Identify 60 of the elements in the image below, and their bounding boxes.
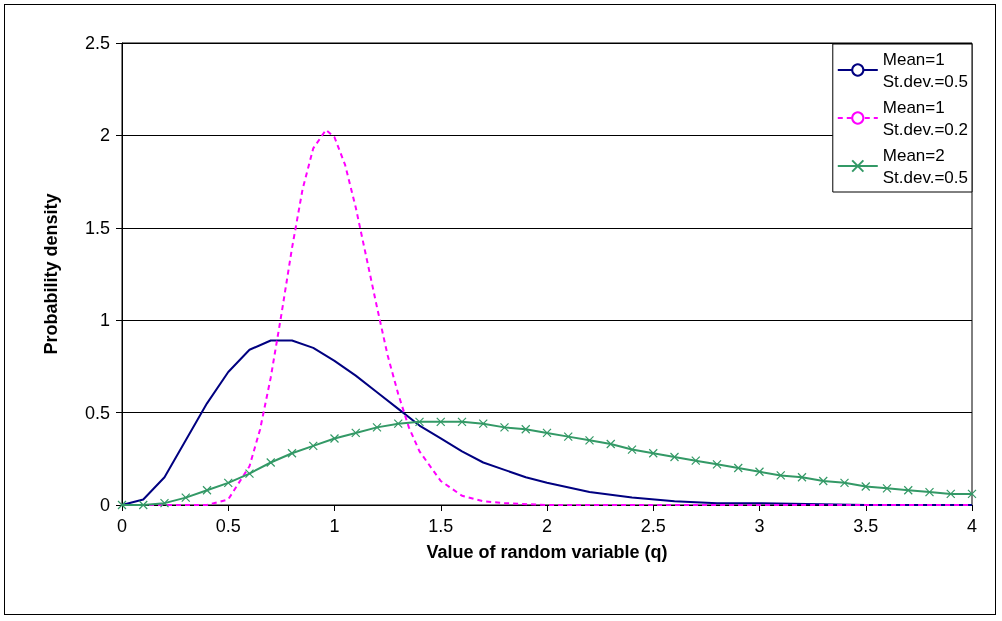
point [776,470,786,481]
x-tick-label: 4 [966,516,978,536]
x-tick-label: 0.5 [215,516,241,536]
point [329,433,340,444]
point [266,457,276,468]
y-tick-label: 2 [99,125,110,146]
point [159,498,170,508]
x-axis-title: Value of random variable (q) [426,542,668,562]
y-tick-label: 1 [99,310,110,331]
point [542,428,552,438]
x-tick-label: 3.5 [853,516,879,536]
point [308,441,318,451]
y-axis-title: Probability density [41,193,61,355]
point [138,500,148,510]
x-tick-label: 0 [116,516,128,536]
point [691,456,701,466]
y-tick-label: 0 [99,495,110,515]
legend-label: Mean=1 St.dev.=0.2 [882,97,968,139]
point [223,478,233,488]
y-tick-label: 2.5 [84,33,110,53]
point [181,493,191,503]
legend-label: Mean=1 St.dev.=0.5 [882,49,968,91]
x-tick-label: 1.5 [428,516,454,536]
point [754,467,765,477]
point [946,489,956,499]
point [839,478,850,488]
point [202,485,212,495]
x-tick-label: 2.5 [640,516,666,536]
x-tick-label: 1 [329,516,340,536]
point [499,422,510,432]
x-tick-label: 2 [541,516,553,536]
point [861,481,871,492]
legend-label: Mean=2 St.dev.=0.5 [882,145,968,187]
point [351,428,361,438]
point [287,448,297,458]
point [393,419,403,429]
point [882,483,892,493]
point [521,424,531,434]
point [669,452,680,462]
y-tick-label: 0.5 [84,402,110,423]
point [372,422,382,432]
y-tick-label: 1.5 [84,217,110,238]
point [924,487,935,497]
point [563,432,573,442]
point [967,489,977,499]
point [478,419,488,429]
point [414,417,425,427]
point [712,459,722,469]
point [584,435,595,445]
point [797,472,807,482]
point [627,444,637,455]
point [436,417,446,427]
point [648,448,658,458]
point [457,417,467,427]
x-tick-label: 3 [754,516,765,536]
point [733,463,743,473]
point [818,476,828,486]
point [903,485,913,495]
point [606,439,616,449]
point [244,468,255,479]
